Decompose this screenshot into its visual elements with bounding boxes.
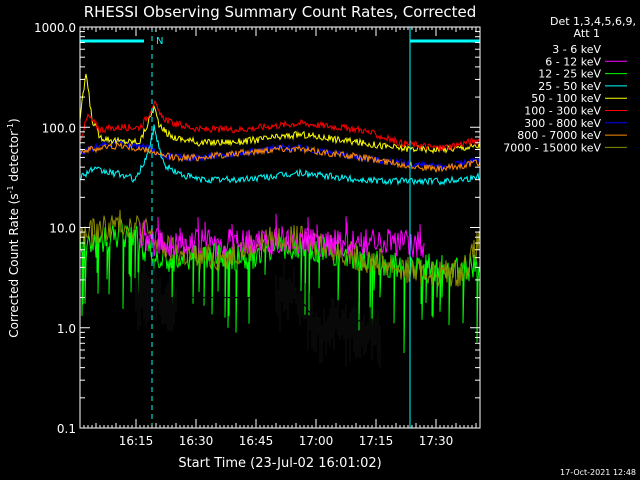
legend-label: 100 - 300 keV [524, 105, 601, 118]
y-axis: 0.1 1.0 10.0 100.0 1000.0 [34, 21, 480, 436]
y-label-exp2: -1 [6, 123, 15, 131]
chart-title: RHESSI Observing Summary Count Rates, Co… [84, 3, 477, 21]
series-line-7000-15000-kev [79, 209, 481, 287]
series-line-6-12-kev [139, 213, 425, 258]
y-tick-label: 100.0 [42, 121, 76, 135]
y-tick-label: 10.0 [49, 222, 76, 236]
x-tick-label: 17:30 [419, 434, 454, 448]
y-label-exp1: -1 [6, 185, 15, 193]
y-label-mid: detector [7, 131, 21, 186]
series-line-100-300-kev [79, 99, 481, 152]
legend-label: 25 - 50 keV [538, 80, 601, 93]
legend-label: 3 - 6 keV [552, 43, 601, 56]
x-axis-label: Start Time (23-Jul-02 16:01:02) [178, 456, 381, 471]
legend-header-line-1: Det 1,3,4,5,6,9, [550, 15, 636, 28]
x-tick-label: 17:00 [299, 434, 334, 448]
y-axis-label: Corrected Count Rate (s-1 detector-1) [6, 118, 21, 337]
y-tick-label: 1000.0 [34, 21, 76, 35]
x-axis: 16:15 16:30 16:45 17:00 17:15 17:30 [83, 27, 477, 448]
series-line-50-100-kev [79, 73, 481, 155]
legend-label: 800 - 7000 keV [517, 129, 601, 142]
legend-header-line-2: Att 1 [574, 27, 600, 40]
x-tick-label: 16:30 [179, 434, 214, 448]
series-line-800-7000-kev [79, 141, 481, 174]
y-label-end: ) [7, 118, 21, 123]
y-tick-label: 1.0 [57, 322, 76, 336]
x-tick-label: 16:15 [119, 434, 154, 448]
legend-label: 12 - 25 keV [538, 68, 601, 81]
x-tick-label: 16:45 [239, 434, 274, 448]
y-label-main: Corrected Count Rate (s [7, 193, 21, 337]
timestamp: 17-Oct-2021 12:48 [560, 468, 636, 477]
legend-label: 50 - 100 keV [531, 92, 601, 105]
legend-label: 7000 - 15000 keV [503, 141, 601, 154]
series-line-25-50-kev [80, 124, 481, 187]
x-tick-label: 17:15 [359, 434, 394, 448]
legend-label: 6 - 12 keV [545, 55, 601, 68]
y-tick-label: 0.1 [57, 422, 76, 436]
night-label: N [156, 36, 163, 47]
series-line-3-6-kev [135, 278, 381, 333]
legend-label: 300 - 800 keV [524, 117, 601, 130]
